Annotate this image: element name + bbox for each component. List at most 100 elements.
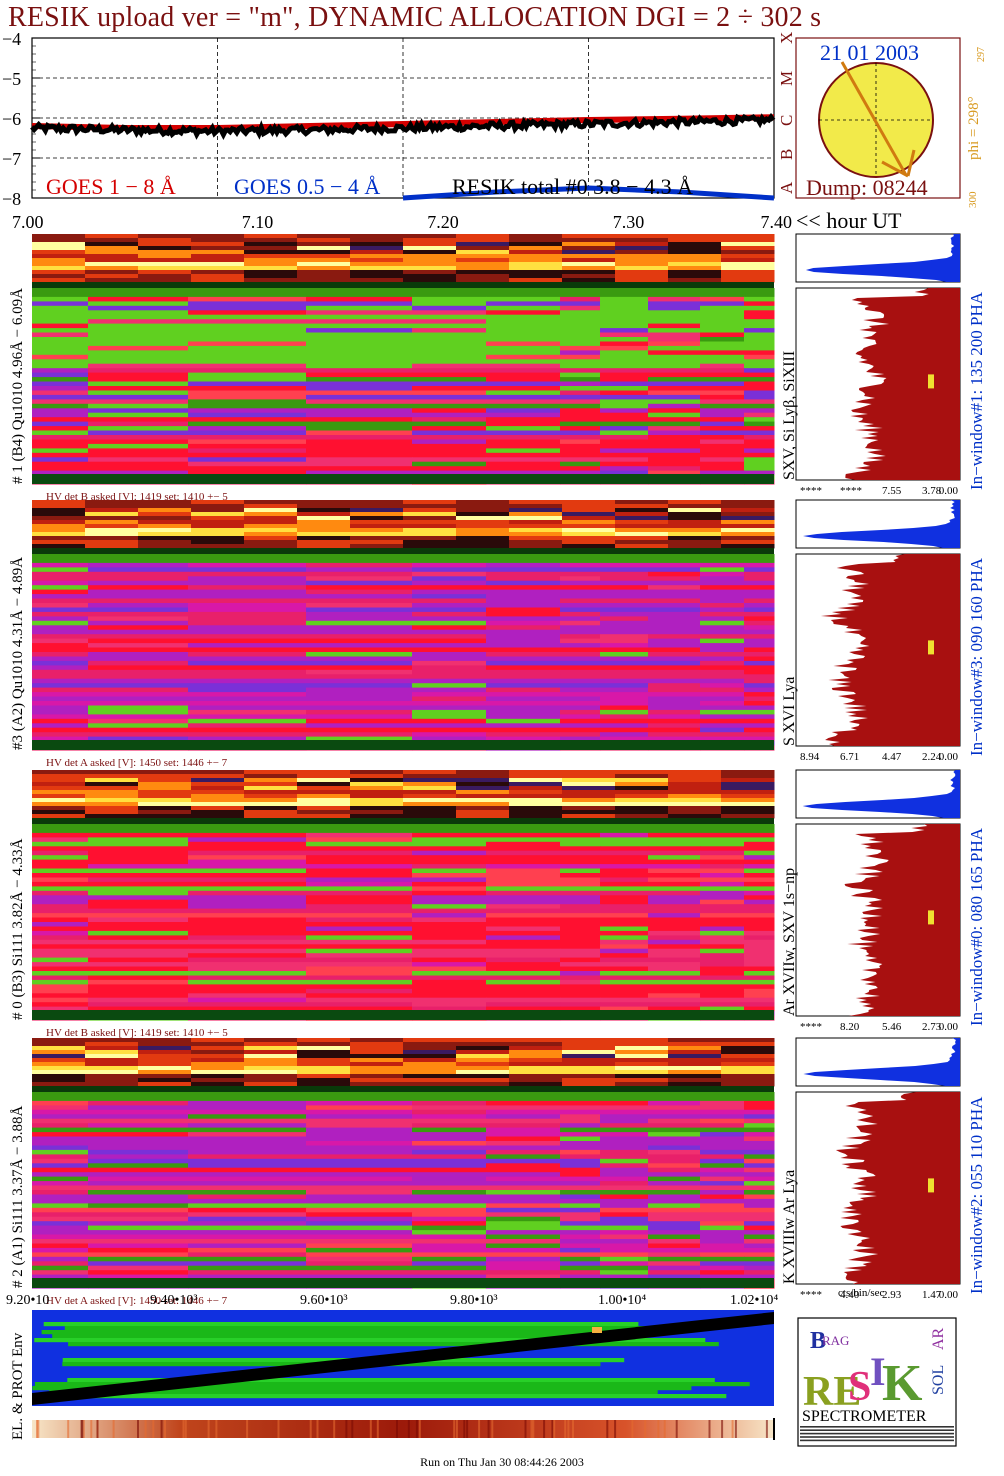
top-band-cell [138,1078,192,1083]
spectrogram-cell [88,696,189,702]
spectrogram-cell [648,625,701,631]
spectrogram-cell [648,1216,701,1222]
spectrogram-cell [188,993,307,999]
top-band-cell [297,250,351,255]
spectrogram-cell [700,868,745,874]
spectrogram-cell [486,417,561,423]
spectrogram-cell [700,850,745,856]
spectrogram-cell [32,683,89,689]
top-band-cell [668,524,722,529]
legend-goes054: GOES 0.5 − 4 Å [234,174,380,199]
spectrogram-cell [486,611,561,617]
spectrogram-cell [648,426,701,432]
spectrogram-cell [744,881,775,887]
spectrogram-cell [600,567,649,573]
spectrogram-cell [744,1109,775,1115]
spectrogram-cell [32,841,89,847]
color-strip [32,1420,774,1438]
top-band-cell [562,524,616,529]
top-band-cell [509,786,563,791]
spectrogram-cell [32,687,89,693]
spectrogram-cell [486,881,561,887]
spectrogram-cell [600,944,649,950]
spectrogram-cell [648,1154,701,1160]
spectrogram-cell [486,1006,561,1012]
env-diagonal-trace [32,1312,774,1405]
spectrogram-cell [600,1181,649,1187]
spectrogram-cell [648,696,701,702]
legend-goes18: GOES 1 − 8 Å [46,174,176,199]
spectrogram-cell [412,939,487,945]
spectrogram-cell [600,864,649,870]
top-band-cell [191,1058,245,1063]
spectrogram-cell [648,678,701,684]
spectrogram-cell [744,656,775,662]
spectrogram-cell [412,988,487,994]
top-band-cell [721,262,775,267]
spectrogram-cell [744,580,775,586]
spectrogram-cell [648,736,701,742]
spectrogram-cell [88,435,189,441]
spectrogram-cell [88,1181,189,1187]
spectrogram-cell [560,1274,601,1280]
spectrogram-cell [648,727,701,733]
spectrogram-cell [744,1265,775,1271]
top-band-cell [244,528,298,533]
top-band-cell [403,1054,457,1059]
spectrogram-cell [648,832,701,838]
spectrogram-cell [600,1252,649,1258]
top-band-cell [509,1082,563,1087]
spectrogram-cell [600,292,649,298]
spectrogram-cell [648,1247,701,1253]
spectrogram-cell [32,1141,89,1147]
spectrogram-cell [306,1207,413,1213]
spectrogram-cell [486,359,561,365]
spectrogram-cell [486,1194,561,1200]
top-band-cell [668,1078,722,1083]
spectrogram-cell [600,372,649,378]
spectrogram-cell [600,403,649,409]
strip-fleck [644,1420,647,1438]
spectrogram-cell [600,975,649,981]
spectrogram-cell [560,841,601,847]
spectrogram-cell [32,314,89,320]
spectrogram-cell [600,332,649,338]
spectrogram-cell [306,904,413,910]
spectrogram-cell [744,971,775,977]
spectrogram-cell [600,1270,649,1276]
spectrogram-cell [188,881,307,887]
spectrogram-cell [188,828,307,834]
spectrogram-cell [648,310,701,316]
top-band-cell [456,238,510,243]
top-band-cell [456,544,510,549]
spectrogram-cell [486,368,561,374]
spectrogram-cell [412,363,487,369]
spectrogram-cell [600,426,649,432]
spectrogram-cell [32,386,89,392]
spectrogram-cell [486,1230,561,1236]
spectrogram-cell [560,1136,601,1142]
spectrogram-cell [486,1190,561,1196]
spectrogram-cell [648,1198,701,1204]
spectrogram-cell [560,723,601,729]
spectrogram-cell [306,603,413,609]
env-xtick-label: 9.20•10 [6,1293,49,1308]
top-band-cell [138,278,192,283]
spectrogram-cell [744,930,775,936]
spectrogram-cell [744,341,775,347]
strip-fleck [657,1420,660,1438]
logo-fineprint-line [800,1439,954,1442]
spectrogram-cell [486,638,561,644]
top-band-cell [138,1070,192,1075]
spectrogram-cell [88,643,189,649]
top-band-cell [403,798,457,803]
top-band-cell [85,1054,139,1059]
spectrogram-cell [560,394,601,400]
top-band-cell [721,778,775,783]
spectrogram-cell [600,723,649,729]
spectrogram-cell [486,470,561,476]
spectrogram-cell [412,1109,487,1115]
top-band-cell [138,266,192,271]
spectrogram-cell [32,638,89,644]
